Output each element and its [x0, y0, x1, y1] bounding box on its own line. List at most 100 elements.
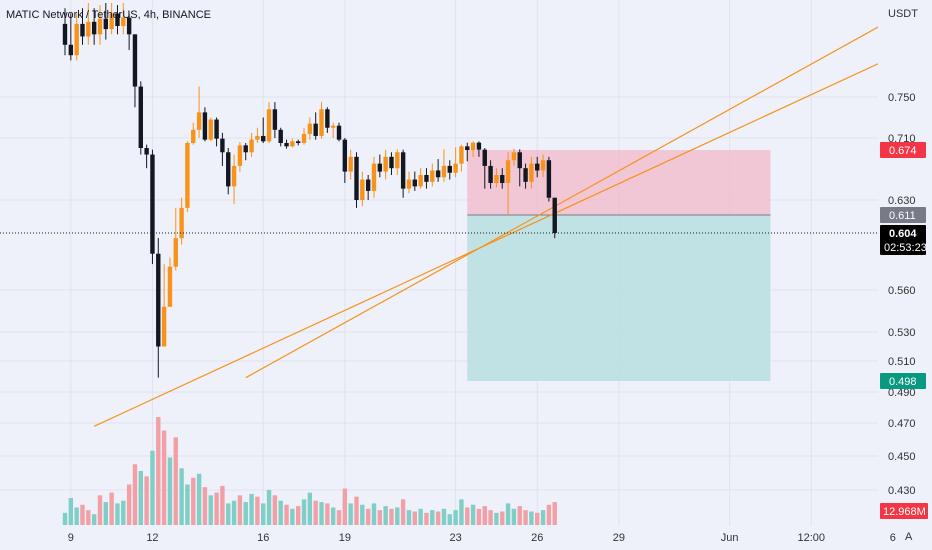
current-price-label: 0.604: [889, 228, 917, 240]
bar-countdown-label: 02:53:23: [884, 242, 927, 254]
volume-bar: [278, 500, 283, 525]
take-profit-zone[interactable]: [467, 215, 771, 381]
trendline[interactable]: [93, 3, 932, 427]
candle-down: [68, 44, 74, 56]
volume-bar: [173, 437, 178, 525]
volume-bar: [488, 510, 493, 525]
volume-bar: [435, 511, 441, 525]
candle-down: [517, 152, 522, 169]
time-tick-label: 6: [890, 532, 896, 544]
volume-bar: [167, 457, 173, 525]
candle-up: [173, 238, 178, 267]
volume-bar: [424, 512, 429, 525]
candle-up: [406, 179, 412, 189]
candle-up: [161, 306, 167, 347]
candle-down: [138, 86, 143, 148]
candle-up: [255, 135, 260, 140]
candle-down: [220, 138, 225, 153]
candle-up: [109, 13, 114, 30]
volume-bar: [389, 508, 394, 525]
volume-bar: [365, 508, 371, 525]
candle-up: [505, 160, 511, 183]
volume-bar: [371, 503, 377, 525]
price-axis[interactable]: USDT 0.7500.7100.6300.5600.5300.5100.490…: [878, 0, 932, 526]
volume-bar: [132, 464, 138, 525]
candle-up: [319, 109, 324, 136]
time-tick-label: 12:00: [797, 532, 825, 544]
volume-bar: [138, 471, 143, 525]
candle-up: [330, 125, 336, 128]
candle-up: [208, 119, 213, 140]
candle-up: [196, 112, 202, 130]
candle-up: [121, 17, 126, 26]
candle-down: [535, 163, 540, 171]
volume-bar: [523, 510, 528, 525]
volume-bar: [505, 503, 511, 525]
volume-bar: [348, 503, 353, 525]
time-axis[interactable]: A 9 12 16 19 23 26 29 Jun 12:00 6: [0, 526, 932, 550]
candle-down: [272, 109, 278, 130]
candle-down: [91, 21, 97, 35]
volume-bar: [62, 512, 68, 525]
volume-bar: [400, 499, 406, 525]
volume-bar: [412, 511, 417, 525]
candle-down: [482, 149, 487, 166]
volume-bar: [459, 499, 464, 525]
candle-up: [371, 163, 377, 191]
candle-down: [214, 119, 219, 139]
candle-up: [290, 141, 295, 147]
volume-bar: [319, 502, 324, 525]
volume-bar: [441, 508, 447, 525]
scale-mode-auto[interactable]: A: [905, 531, 913, 543]
candle-down: [336, 125, 342, 140]
candle-up: [185, 143, 190, 208]
candle-up: [395, 152, 400, 169]
candle-up: [237, 145, 243, 166]
candle-down: [296, 141, 301, 143]
stop-price-badge: [880, 142, 926, 158]
volume-bar: [237, 495, 243, 525]
volume-bar: [126, 484, 132, 525]
candle-up: [179, 207, 184, 239]
candle-down: [261, 135, 266, 142]
volume-bar: [231, 500, 237, 525]
time-tick-label: 16: [257, 532, 269, 544]
short-position-tool[interactable]: [467, 150, 771, 381]
candle-down: [226, 152, 231, 187]
volume-bar: [494, 512, 499, 525]
volume-bar: [220, 485, 225, 525]
volume-bar: [354, 496, 359, 525]
volume-bar: [470, 504, 476, 525]
volume-bar: [465, 507, 470, 525]
candle-up: [307, 123, 313, 134]
candle-up: [511, 152, 517, 161]
price-tick-label: 0.470: [888, 418, 916, 430]
volume-bar: [109, 492, 114, 525]
candle-up: [453, 163, 458, 173]
volume-bar: [313, 500, 318, 525]
volume-bar: [418, 508, 423, 525]
volume-bar: [430, 510, 435, 525]
volume-bar: [80, 504, 85, 525]
candle-down: [389, 156, 394, 169]
entry-price-badge: [880, 207, 926, 223]
volume-bar: [511, 508, 517, 525]
volume-bar: [249, 493, 254, 525]
candle-up: [249, 139, 254, 153]
candle-down: [447, 165, 452, 173]
target-price-badge: [880, 373, 926, 389]
current-price-badge: [880, 225, 926, 255]
trendline[interactable]: [245, 0, 932, 379]
trendlines[interactable]: [93, 0, 932, 427]
candle-up: [191, 129, 196, 143]
volume-bar: [360, 504, 365, 525]
volume-bar: [161, 430, 167, 525]
candle-up: [86, 21, 91, 37]
volume-bar: [255, 496, 260, 525]
candlesticks: [62, 3, 557, 378]
volume-bar: [453, 510, 458, 525]
candle-up: [97, 18, 103, 35]
price-axis-currency: USDT: [888, 8, 918, 20]
candle-down: [62, 23, 68, 45]
